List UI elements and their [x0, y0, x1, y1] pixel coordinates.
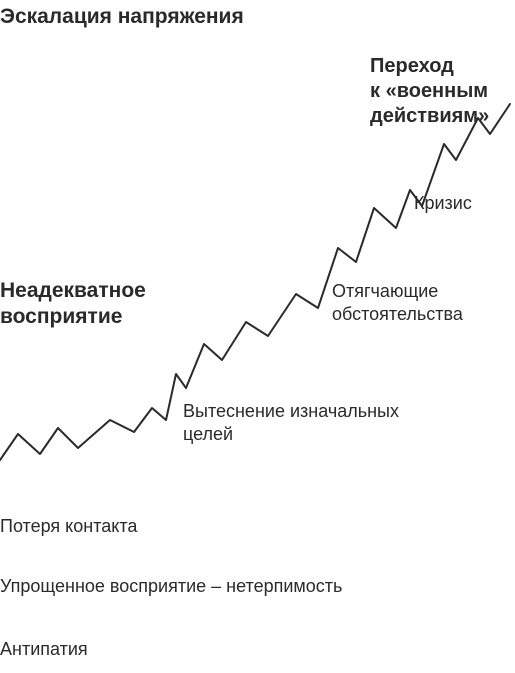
displacement-label: Вытеснение изначальных целей	[183, 400, 399, 445]
transition-label: Переход к «военным действиям»	[370, 54, 489, 129]
simplified-label: Упрощенное восприятие – нетерпимость	[0, 575, 342, 598]
aggravating-label: Отягчающие обстоятельства	[332, 280, 463, 325]
antipathy-label: Антипатия	[0, 638, 88, 661]
inadequate-label: Неадекватное восприятие	[0, 278, 146, 331]
loss-label: Потеря контакта	[0, 515, 137, 538]
crisis-label: Кризис	[414, 192, 472, 215]
title-label: Эскалация напряжения	[0, 4, 244, 30]
